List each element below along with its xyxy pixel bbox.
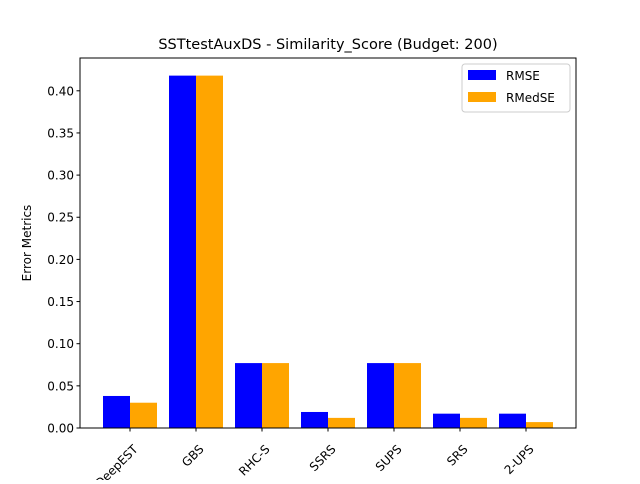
legend-label-rmse: RMSE [506, 69, 540, 83]
bars-layer [103, 75, 553, 429]
y-tick-label: 0.00 [47, 422, 74, 436]
y-tick-label: 0.10 [47, 337, 74, 351]
legend-label-rmedse: RMedSE [506, 91, 555, 105]
bar-rmse-deepest [103, 395, 130, 428]
bar-rmse-2-ups [499, 413, 526, 428]
bar-rmse-ssrs [301, 411, 328, 428]
bar-rmedse-deepest [130, 402, 157, 428]
y-tick-label: 0.15 [47, 295, 74, 309]
bar-rmedse-rhc-s [262, 363, 289, 428]
legend: RMSE RMedSE [461, 63, 571, 113]
bar-rmedse-2-ups [526, 422, 553, 428]
y-tick-label: 0.25 [47, 211, 74, 225]
legend-swatch-rmse [468, 70, 496, 80]
bar-rmedse-sups [394, 363, 421, 428]
y-tick-label: 0.05 [47, 379, 74, 393]
y-axis: 0.00 0.05 0.10 0.15 0.20 0.25 0.30 0.35 0.40 [47, 84, 80, 436]
chart-title: SSTtestAuxDS - Similarity_Score (Budget:… [158, 37, 497, 53]
bar-rmse-sups [367, 363, 394, 428]
y-tick-label: 0.20 [47, 253, 74, 267]
bar-rmedse-srs [460, 417, 487, 428]
bar-rmse-rhc-s [235, 363, 262, 428]
bar-rmse-gbs [169, 75, 196, 429]
legend-swatch-rmedse [468, 92, 496, 102]
bar-rmse-srs [433, 413, 460, 428]
plot-area-frame [79, 57, 577, 429]
y-axis-label: Error Metrics [20, 205, 34, 282]
y-tick-label: 0.35 [47, 126, 74, 140]
bar-rmedse-ssrs [328, 417, 355, 428]
bar-rmedse-gbs [196, 75, 223, 429]
y-tick-label: 0.40 [47, 84, 74, 98]
y-tick-label: 0.30 [47, 169, 74, 183]
